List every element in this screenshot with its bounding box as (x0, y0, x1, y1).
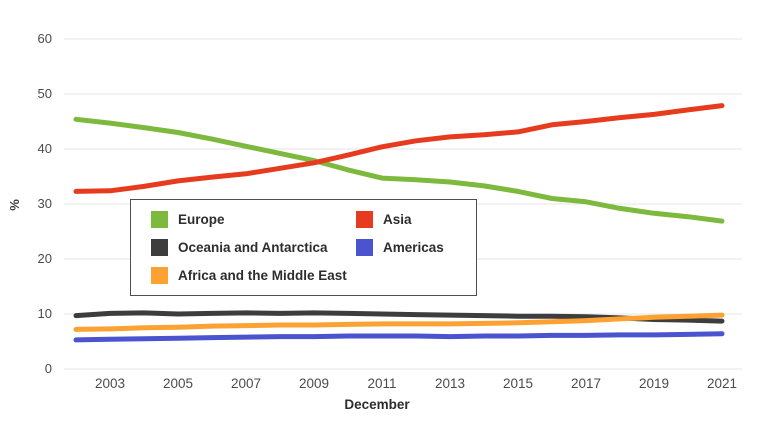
legend-label: Africa and the Middle East (178, 268, 347, 283)
x-tick-label: 2021 (706, 376, 738, 391)
legend-item-americas: Americas (356, 238, 444, 257)
x-tick-label: 2017 (570, 376, 602, 391)
legend-label: Americas (383, 240, 444, 255)
legend-item-oceania-and-antarctica: Oceania and Antarctica (151, 238, 347, 257)
series-lines (73, 103, 725, 343)
legend-swatch-americas (356, 239, 373, 256)
legend: Europe Oceania and Antarctica Africa and t… (130, 199, 477, 296)
x-tick-label: 2013 (434, 376, 466, 391)
series-line-americas (73, 331, 725, 343)
legend-item-europe: Europe (151, 210, 347, 229)
legend-label: Oceania and Antarctica (178, 240, 328, 255)
y-tick-label: 10 (37, 306, 52, 321)
y-tick-label: 60 (37, 31, 52, 46)
legend-item-africa-and-the-middle-east: Africa and the Middle East (151, 266, 347, 285)
legend-label: Asia (383, 212, 412, 227)
legend-swatch-asia (356, 211, 373, 228)
x-tick-label: 2007 (230, 376, 262, 391)
x-tick-label: 2003 (94, 376, 126, 391)
y-tick-label: 20 (37, 251, 52, 266)
y-tick-label: 0 (44, 361, 52, 376)
legend-item-asia: Asia (356, 210, 444, 229)
legend-swatch-oceania-and-antarctica (151, 239, 168, 256)
series-line-asia (73, 103, 725, 194)
x-tick-label: 2005 (162, 376, 194, 391)
x-tick-label: 2009 (298, 376, 330, 391)
y-tick-label: 40 (37, 141, 52, 156)
legend-column-left: Europe Oceania and Antarctica Africa and t… (151, 210, 347, 285)
x-tick-label: 2019 (638, 376, 670, 391)
legend-swatch-africa-and-the-middle-east (151, 267, 168, 284)
series-line-europe (73, 116, 725, 224)
legend-swatch-europe (151, 211, 168, 228)
y-axis-title: % (7, 199, 22, 211)
y-tick-label: 30 (37, 196, 52, 211)
x-tick-label: 2015 (502, 376, 534, 391)
x-tick-label: 2011 (367, 376, 397, 391)
legend-column-right: Asia Americas (356, 210, 444, 257)
x-axis-title: December (344, 397, 410, 412)
legend-label: Europe (178, 212, 225, 227)
y-tick-label: 50 (37, 86, 52, 101)
series-line-africa-and-the-middle-east (73, 312, 725, 332)
